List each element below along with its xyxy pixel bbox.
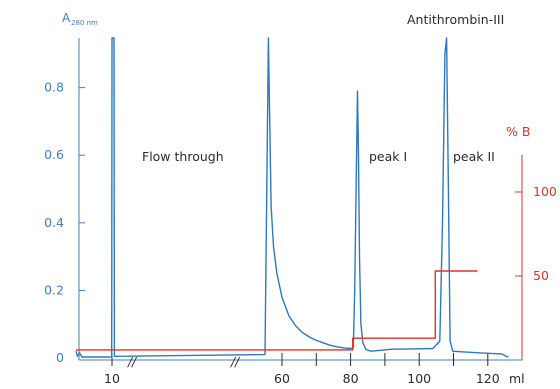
x-tick-label: 100 xyxy=(407,371,431,386)
axis-break-mark-1: // xyxy=(127,355,138,369)
left-tick-label: 0.6 xyxy=(44,147,64,162)
y-axis-label-sub: 280 nm xyxy=(71,19,98,27)
x-axis-unit: ml xyxy=(509,371,525,386)
right-axis-ticks: 50 100 xyxy=(515,184,557,283)
absorbance-trace-line xyxy=(75,37,509,358)
left-tick-label: 0.2 xyxy=(44,282,64,297)
right-tick-label: 50 xyxy=(533,268,549,283)
x-tick-label: 10 xyxy=(104,371,120,386)
annotation-peak-2: peak II xyxy=(453,149,495,164)
left-tick-label: 0.8 xyxy=(44,80,64,95)
axis-break-mark-2: // xyxy=(230,355,241,369)
x-tick-label: 60 xyxy=(274,371,290,386)
chart-title: Antithrombin-III xyxy=(407,12,504,27)
y-axis-label-main: A xyxy=(62,11,71,25)
left-tick-label: 0.4 xyxy=(44,215,64,230)
x-tick-label: 120 xyxy=(476,371,500,386)
right-axis-label: % B xyxy=(506,124,530,139)
series-layer xyxy=(75,37,509,358)
right-tick-label: 100 xyxy=(533,184,557,199)
x-tick-label: 80 xyxy=(343,371,359,386)
x-axis-ticks: 10 60 80 100 120 xyxy=(104,353,500,386)
left-axis-ticks: 0 0.2 0.4 0.6 0.8 xyxy=(44,80,85,365)
percent-b-gradient-line xyxy=(76,270,478,351)
annotation-peak-1: peak I xyxy=(369,149,407,164)
left-tick-label: 0 xyxy=(56,350,64,365)
annotation-flow-through: Flow through xyxy=(142,149,224,164)
